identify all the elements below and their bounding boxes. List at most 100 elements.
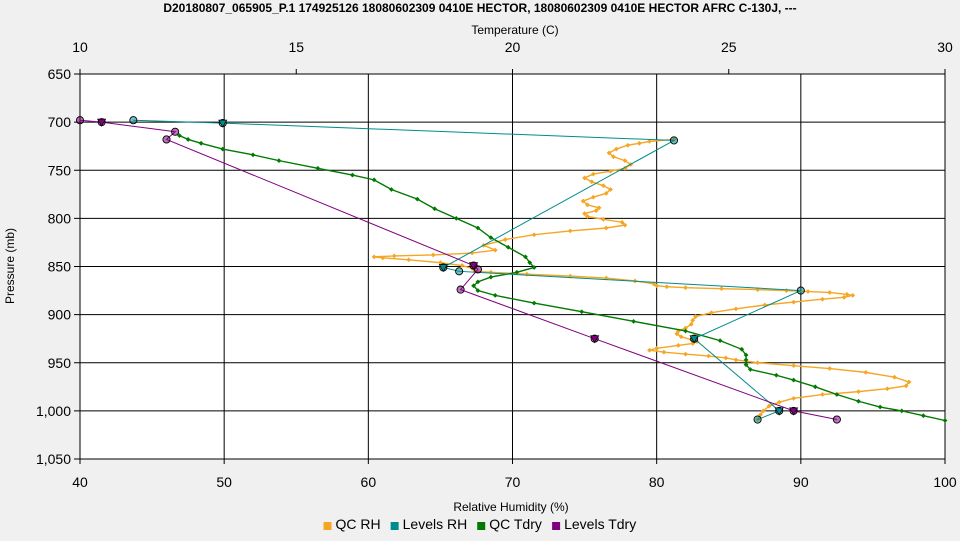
- qc-rh-point: [600, 183, 606, 189]
- qc-tdry-point: [579, 309, 585, 315]
- legend-label-qc-tdry: QC Tdry: [489, 516, 542, 532]
- qc-rh-point: [690, 318, 696, 323]
- qc-tdry-point: [739, 346, 745, 352]
- qc-tdry-point: [432, 206, 438, 212]
- qc-rh-point: [766, 403, 772, 409]
- levels-tdry-level-marker: [590, 335, 600, 344]
- qc-tdry-point: [414, 196, 420, 202]
- levels-tdry-point: [456, 285, 465, 294]
- qc-rh-point: [371, 254, 377, 260]
- qc-tdry-point: [631, 318, 636, 324]
- series-layer: [75, 116, 948, 424]
- qc-rh-point: [683, 325, 688, 331]
- qc-rh-point: [647, 138, 652, 144]
- qc-tdry-point: [743, 357, 749, 363]
- qc-tdry-point: [350, 172, 355, 178]
- levels-rh-point: [455, 267, 464, 276]
- qc-rh-point: [589, 179, 595, 185]
- levels-tdry-point: [832, 415, 841, 424]
- qc-rh-point: [903, 383, 909, 389]
- qc-rh-point: [755, 360, 760, 366]
- qc-rh-point: [850, 292, 856, 298]
- levels-tdry-point: [473, 265, 482, 274]
- qc-tdry-point: [791, 377, 797, 383]
- levels-rh-point: [129, 116, 138, 125]
- qc-rh-point: [683, 351, 688, 357]
- legend-label-qc-rh: QC RH: [336, 516, 381, 532]
- x-tick-label: 60: [361, 474, 377, 490]
- qc-rh-point: [492, 247, 498, 253]
- qc-tdry-point: [505, 244, 511, 250]
- x-tick-label: 40: [72, 474, 88, 490]
- qc-rh-point: [391, 253, 397, 259]
- qc-rh-point: [603, 190, 609, 196]
- qc-rh-point: [580, 198, 586, 204]
- qc-rh-point: [600, 216, 606, 222]
- y-tick-label: 900: [48, 307, 72, 323]
- legend-swatch-levels-rh: [390, 522, 399, 530]
- x2-tick-label: 30: [937, 39, 953, 55]
- series-qc-tdry: [177, 133, 948, 423]
- qc-rh-point: [622, 222, 628, 228]
- qc-rh-point: [719, 286, 724, 292]
- qc-tdry-point: [743, 352, 749, 358]
- qc-rh-point: [590, 194, 596, 200]
- qc-tdry-point: [812, 384, 818, 390]
- qc-tdry-point: [315, 165, 321, 171]
- qc-tdry-point: [856, 398, 861, 404]
- y-axis-title: Pressure (mb): [3, 228, 17, 304]
- levels-tdry-point: [162, 135, 171, 144]
- levels-tdry-level-marker: [468, 262, 479, 271]
- levels-tdry-point: [75, 116, 85, 125]
- qc-tdry-point: [488, 274, 494, 280]
- qc-rh-point: [654, 283, 660, 289]
- series-levels-tdry: [75, 116, 841, 424]
- legend-swatch-qc-tdry: [477, 522, 486, 530]
- qc-tdry-point: [717, 338, 723, 344]
- qc-tdry-point: [514, 269, 520, 275]
- x-tick-label: 100: [933, 474, 957, 490]
- qc-rh-point: [664, 284, 670, 290]
- levels-rh-level-marker: [774, 407, 784, 416]
- levels-rh-point: [796, 286, 805, 295]
- qc-rh-point: [582, 211, 587, 216]
- x-tick-label: 50: [216, 474, 232, 490]
- qc-rh-point: [590, 171, 596, 177]
- qc-rh-point: [430, 252, 436, 258]
- qc-rh-point: [582, 175, 587, 181]
- qc-tdry-point: [475, 288, 481, 293]
- qc-tdry-point: [531, 300, 537, 306]
- qc-rh-point: [892, 374, 897, 380]
- qc-rh-point: [636, 140, 642, 146]
- levels-tdry-level-marker: [97, 118, 107, 127]
- qc-rh-point: [674, 331, 680, 337]
- levels-tdry-point: [171, 127, 180, 136]
- qc-tdry-point: [177, 133, 182, 138]
- qc-rh-point: [585, 214, 590, 219]
- series-levels-rh: [129, 116, 805, 424]
- qc-rh-point: [884, 386, 890, 392]
- qc-rh-point: [856, 389, 861, 395]
- qc-tdry-point: [220, 146, 226, 152]
- qc-rh-point: [531, 232, 537, 238]
- qc-rh-point: [608, 168, 613, 174]
- qc-rh-point: [654, 345, 660, 351]
- legend-swatch-qc-rh: [323, 522, 332, 530]
- grid-layer: [74, 69, 946, 464]
- qc-rh-point: [841, 294, 847, 300]
- qc-rh-point: [791, 363, 797, 369]
- qc-rh-point: [733, 357, 739, 363]
- y-tick-label: 950: [48, 355, 72, 371]
- qc-rh-point: [593, 208, 599, 214]
- y-tick-label: 1,050: [36, 451, 71, 467]
- qc-tdry-point: [475, 279, 481, 285]
- qc-rh-point: [613, 146, 619, 152]
- qc-rh-point: [776, 399, 782, 405]
- x-tick-label: 70: [505, 474, 521, 490]
- qc-rh-point: [906, 379, 912, 385]
- qc-rh-point: [675, 343, 681, 348]
- qc-rh-point: [863, 369, 869, 375]
- qc-rh-point: [827, 290, 833, 295]
